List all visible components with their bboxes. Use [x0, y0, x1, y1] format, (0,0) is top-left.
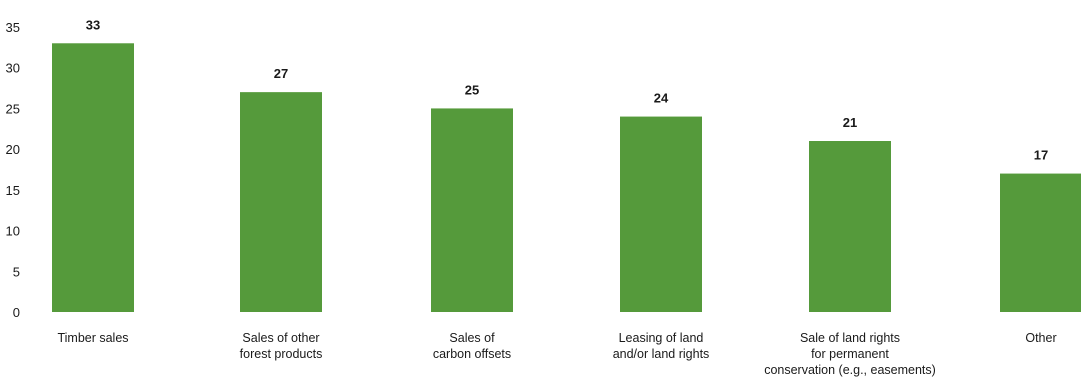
bar [431, 108, 513, 312]
category-label-line: conservation (e.g., easements) [764, 363, 936, 377]
category-label: Other [1025, 331, 1056, 345]
bar-value-label: 27 [274, 66, 288, 81]
bar-value-label: 17 [1034, 148, 1048, 163]
bar [240, 92, 322, 313]
category-label: Leasing of land and/or land rights [613, 331, 710, 361]
category-label-line: and/or land rights [613, 347, 710, 361]
category-label-line: Sales of other [242, 331, 319, 345]
bar [52, 43, 134, 313]
category-label: Timber sales [57, 331, 128, 345]
category-label-line: Other [1025, 331, 1056, 345]
category-label-line: for permanent [811, 347, 889, 361]
y-tick-label: 35 [6, 20, 20, 35]
category-label: Sale of land rights for permanent conserva… [764, 331, 936, 377]
y-tick-label: 10 [6, 224, 20, 239]
category-label: Sales of other forest products [240, 331, 323, 361]
bar [809, 141, 891, 312]
bar-value-label: 33 [86, 17, 100, 32]
bar [1000, 173, 1081, 312]
y-tick-label: 15 [6, 183, 20, 198]
category-label: Sales of carbon offsets [433, 331, 511, 361]
category-label-line: Timber sales [57, 331, 128, 345]
bar-value-label: 24 [654, 91, 669, 106]
y-tick-label: 5 [13, 264, 20, 279]
y-tick-label: 25 [6, 101, 20, 116]
y-tick-label: 20 [6, 142, 20, 157]
bar-value-label: 21 [843, 115, 857, 130]
y-tick-label: 0 [13, 305, 20, 320]
value-labels: 33 27 25 24 21 17 [86, 17, 1048, 162]
bar [620, 116, 702, 312]
category-label-line: Leasing of land [619, 331, 704, 345]
bars [52, 43, 1081, 313]
y-axis: 0 5 10 15 20 25 30 35 [6, 20, 20, 320]
category-label-line: Sale of land rights [800, 331, 900, 345]
category-labels: Timber sales Sales of other forest product… [57, 331, 1056, 377]
bar-value-label: 25 [465, 82, 479, 97]
category-label-line: carbon offsets [433, 347, 511, 361]
y-tick-label: 30 [6, 61, 20, 76]
category-label-line: forest products [240, 347, 323, 361]
category-label-line: Sales of [449, 331, 495, 345]
